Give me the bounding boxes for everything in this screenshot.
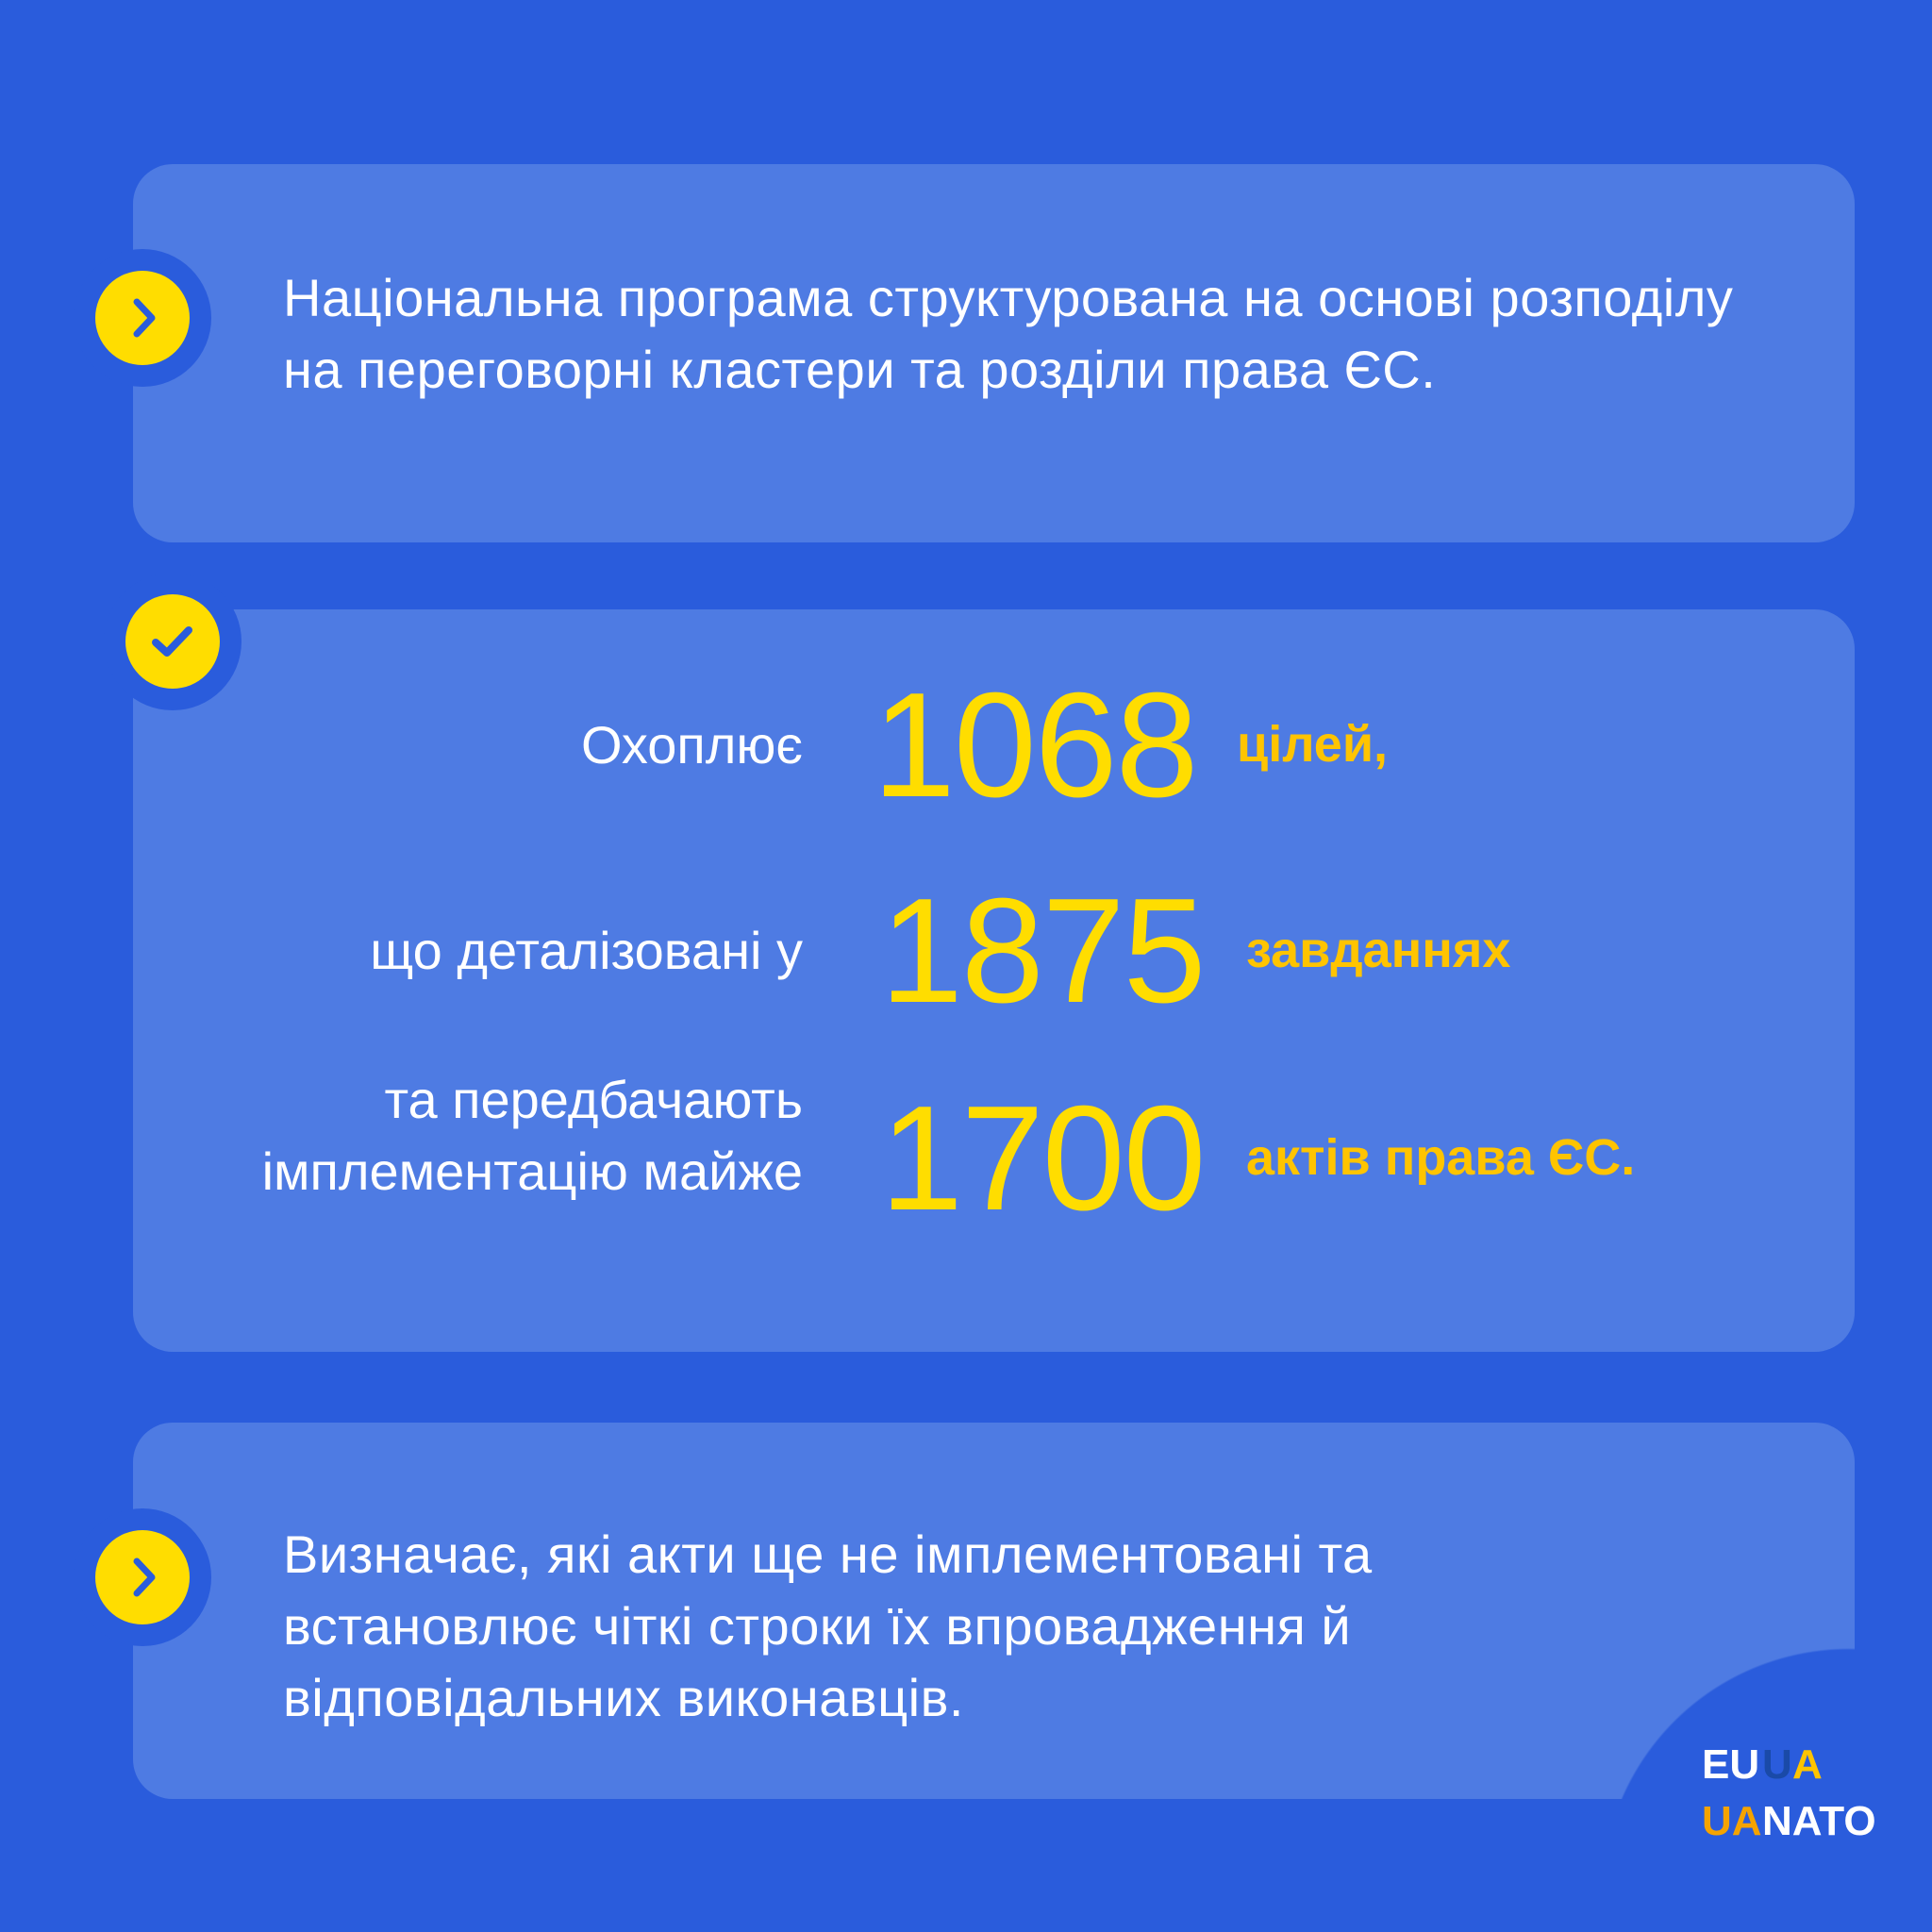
stat-row-goals: Охоплює 1068 цілей,: [133, 670, 1855, 868]
stat-unit: актів права ЄС.: [1246, 1129, 1636, 1186]
stat-number: 1700: [880, 1075, 1206, 1241]
deadlines-text: Визначає, які акти ще не імплементовані …: [283, 1524, 1373, 1727]
card-structure: [133, 164, 1855, 542]
checkmark-icon: [125, 594, 220, 689]
stat-label: та передбачають імплементацію майже: [261, 1070, 803, 1201]
svg-text:UA: UA: [1702, 1798, 1762, 1844]
card-deadlines: [133, 1423, 1855, 1799]
stat-unit: завданнях: [1246, 922, 1511, 978]
stat-row-tasks: що деталізовані у 1875 завданнях: [133, 875, 1855, 1075]
card-stats: [133, 609, 1855, 1352]
svg-text:U: U: [1762, 1741, 1792, 1788]
stat-label: що деталізовані у: [370, 921, 803, 980]
eu-ua-nato-logo: EU U A UA NATO: [1702, 1741, 1876, 1844]
svg-text:NATO: NATO: [1762, 1798, 1876, 1844]
stat-number: 1068: [873, 662, 1198, 828]
stat-label: Охоплює: [580, 715, 803, 774]
structure-text: Національна програма структурована на ос…: [283, 268, 1734, 399]
svg-text:A: A: [1792, 1741, 1823, 1788]
chevron-right-icon: [95, 271, 190, 365]
svg-text:EU: EU: [1702, 1741, 1759, 1788]
stat-number: 1875: [880, 868, 1206, 1034]
stat-row-acts: та передбачають імплементацію майже 1700…: [133, 1057, 1855, 1245]
stat-unit: цілей,: [1237, 716, 1389, 773]
chevron-right-icon: [95, 1530, 190, 1624]
